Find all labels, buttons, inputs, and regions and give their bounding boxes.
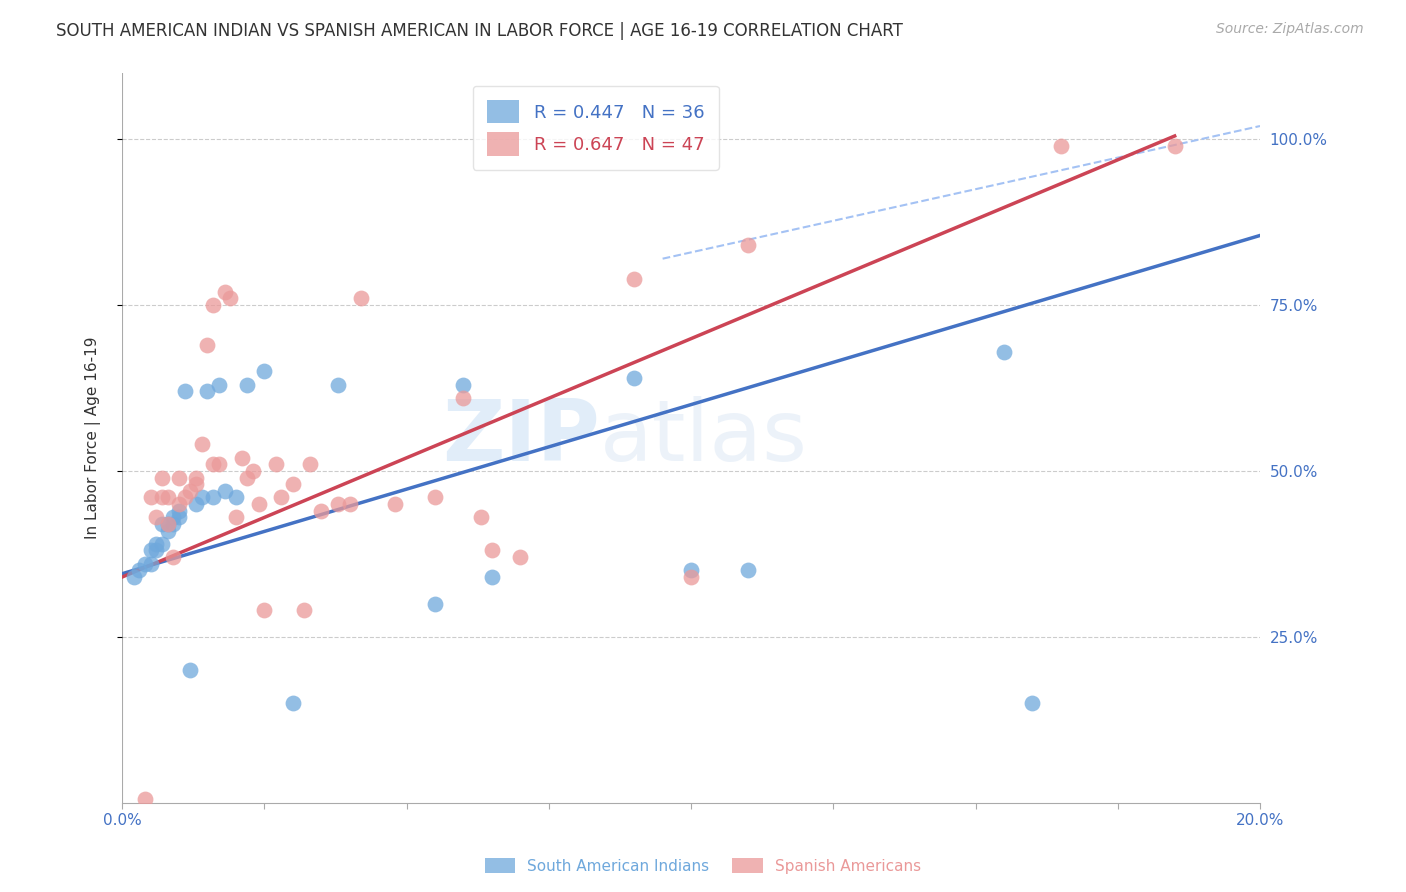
- Point: [202, 298, 225, 312]
- Point: [453, 391, 475, 405]
- Point: [202, 491, 225, 505]
- Legend: R = 0.447   N = 36, R = 0.647   N = 47: R = 0.447 N = 36, R = 0.647 N = 47: [472, 86, 718, 170]
- Point: [134, 557, 156, 571]
- Point: [384, 497, 406, 511]
- Point: [162, 550, 184, 565]
- Point: [167, 504, 190, 518]
- Point: [253, 603, 276, 617]
- Point: [173, 491, 195, 505]
- Point: [470, 510, 492, 524]
- Y-axis label: In Labor Force | Age 16-19: In Labor Force | Age 16-19: [86, 336, 101, 539]
- Point: [219, 292, 242, 306]
- Point: [139, 557, 162, 571]
- Point: [1163, 139, 1185, 153]
- Point: [481, 570, 503, 584]
- Text: SOUTH AMERICAN INDIAN VS SPANISH AMERICAN IN LABOR FORCE | AGE 16-19 CORRELATION: SOUTH AMERICAN INDIAN VS SPANISH AMERICA…: [56, 22, 903, 40]
- Point: [156, 491, 179, 505]
- Point: [328, 497, 350, 511]
- Point: [270, 491, 292, 505]
- Point: [253, 364, 276, 378]
- Point: [1050, 139, 1073, 153]
- Point: [214, 285, 236, 299]
- Point: [1021, 696, 1043, 710]
- Point: [281, 477, 304, 491]
- Point: [150, 491, 173, 505]
- Point: [737, 563, 759, 577]
- Point: [184, 477, 207, 491]
- Point: [236, 470, 259, 484]
- Point: [681, 563, 703, 577]
- Legend: South American Indians, Spanish Americans: South American Indians, Spanish American…: [478, 852, 928, 880]
- Point: [309, 504, 332, 518]
- Point: [156, 524, 179, 538]
- Point: [231, 450, 253, 465]
- Point: [681, 570, 703, 584]
- Point: [122, 570, 145, 584]
- Point: [453, 377, 475, 392]
- Text: ZIP: ZIP: [443, 396, 600, 479]
- Point: [134, 792, 156, 806]
- Text: Source: ZipAtlas.com: Source: ZipAtlas.com: [1216, 22, 1364, 37]
- Point: [179, 483, 201, 498]
- Point: [481, 543, 503, 558]
- Point: [737, 238, 759, 252]
- Point: [145, 537, 167, 551]
- Point: [509, 550, 531, 565]
- Point: [423, 597, 446, 611]
- Point: [292, 603, 315, 617]
- Point: [264, 457, 287, 471]
- Point: [167, 470, 190, 484]
- Point: [225, 491, 247, 505]
- Point: [214, 483, 236, 498]
- Point: [225, 510, 247, 524]
- Point: [156, 516, 179, 531]
- Point: [162, 516, 184, 531]
- Text: atlas: atlas: [600, 396, 808, 479]
- Point: [167, 497, 190, 511]
- Point: [128, 563, 150, 577]
- Point: [339, 497, 361, 511]
- Point: [191, 437, 214, 451]
- Point: [197, 338, 219, 352]
- Point: [150, 470, 173, 484]
- Point: [328, 377, 350, 392]
- Point: [139, 543, 162, 558]
- Point: [167, 510, 190, 524]
- Point: [145, 543, 167, 558]
- Point: [162, 510, 184, 524]
- Point: [179, 663, 201, 677]
- Point: [191, 491, 214, 505]
- Point: [150, 537, 173, 551]
- Point: [173, 384, 195, 399]
- Point: [993, 344, 1015, 359]
- Point: [281, 696, 304, 710]
- Point: [184, 470, 207, 484]
- Point: [184, 497, 207, 511]
- Point: [202, 457, 225, 471]
- Point: [139, 491, 162, 505]
- Point: [623, 271, 645, 285]
- Point: [247, 497, 270, 511]
- Point: [423, 491, 446, 505]
- Point: [298, 457, 321, 471]
- Point: [150, 516, 173, 531]
- Point: [242, 464, 264, 478]
- Point: [236, 377, 259, 392]
- Point: [350, 292, 373, 306]
- Point: [145, 510, 167, 524]
- Point: [208, 377, 231, 392]
- Point: [197, 384, 219, 399]
- Point: [623, 371, 645, 385]
- Point: [208, 457, 231, 471]
- Point: [156, 516, 179, 531]
